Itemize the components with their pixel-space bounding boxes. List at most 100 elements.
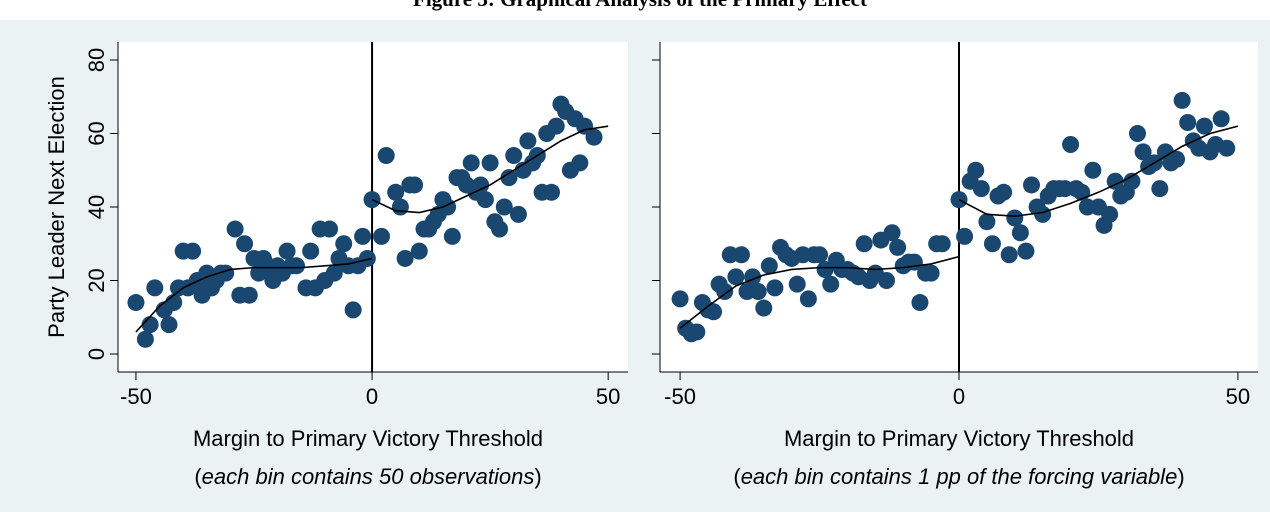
note-part: (	[733, 464, 741, 489]
point	[1084, 161, 1102, 179]
point	[688, 323, 706, 341]
point	[377, 147, 395, 165]
point	[1212, 110, 1230, 128]
point	[766, 279, 784, 297]
point	[184, 242, 202, 260]
point	[495, 198, 513, 216]
point	[811, 246, 829, 264]
point	[1106, 172, 1124, 190]
point	[146, 279, 164, 297]
x-axis-note: (each bin contains 50 observations)	[194, 464, 541, 489]
note-part: )	[534, 464, 541, 489]
y-tick-label: 20	[84, 268, 109, 292]
point	[1179, 113, 1197, 131]
point	[716, 283, 734, 301]
point	[391, 198, 409, 216]
point	[354, 227, 372, 245]
point	[755, 299, 773, 317]
point	[325, 264, 343, 282]
point	[288, 257, 305, 275]
point	[491, 220, 509, 238]
point	[335, 235, 353, 253]
point	[1123, 172, 1141, 190]
point	[799, 290, 817, 308]
point	[505, 147, 523, 165]
point	[877, 271, 895, 289]
note-part: each bin contains 50 observations	[202, 464, 535, 489]
point	[883, 224, 901, 242]
y-tick-label: 80	[84, 48, 109, 72]
point	[978, 213, 996, 231]
point	[509, 205, 527, 223]
point	[410, 242, 428, 260]
point	[1168, 150, 1186, 168]
point	[1195, 117, 1213, 135]
point	[1017, 242, 1035, 260]
x-axis-note: (each bin contains 1 pp of the forcing v…	[733, 464, 1184, 489]
point	[160, 316, 178, 334]
point	[1101, 205, 1119, 223]
point	[344, 301, 362, 319]
point	[933, 235, 951, 253]
x-axis-title: Margin to Primary Victory Threshold	[193, 426, 543, 451]
point	[983, 235, 1001, 253]
y-tick-label: 60	[84, 121, 109, 145]
point	[1218, 139, 1236, 157]
point	[571, 154, 589, 172]
point	[547, 117, 565, 135]
point	[911, 294, 929, 312]
point	[788, 275, 806, 293]
figure-title: Figure 3: Graphical Analysis of the Prim…	[413, 0, 867, 11]
point	[481, 154, 499, 172]
point	[585, 128, 603, 146]
fit-line	[371, 125, 609, 214]
point	[922, 264, 940, 282]
point	[443, 227, 461, 245]
note-part: each bin contains 1 pp of the forcing va…	[741, 464, 1178, 489]
point	[972, 180, 990, 198]
point	[136, 330, 154, 348]
point	[472, 176, 490, 194]
point	[1000, 246, 1018, 264]
x-tick-label: -50	[120, 384, 152, 409]
note-part: (	[194, 464, 202, 489]
point	[732, 246, 750, 264]
fit-line	[679, 255, 960, 329]
point	[373, 227, 390, 245]
point	[576, 117, 594, 135]
x-tick-label: 0	[953, 384, 965, 409]
point	[1129, 125, 1147, 143]
point	[236, 235, 254, 253]
fit-line	[958, 125, 1239, 217]
x-tick-label: -50	[664, 384, 696, 409]
point	[543, 183, 560, 201]
point	[462, 154, 480, 172]
point	[1134, 143, 1152, 161]
x-tick-label: 50	[1226, 384, 1250, 409]
point	[889, 238, 907, 256]
point	[855, 235, 873, 253]
point	[240, 286, 258, 304]
point	[358, 249, 376, 267]
point	[141, 316, 159, 334]
point	[396, 249, 414, 267]
y-axis-title: Party Leader Next Election	[44, 76, 69, 338]
point	[1151, 180, 1169, 198]
point	[671, 290, 689, 308]
point	[500, 169, 518, 187]
point	[226, 220, 244, 238]
point	[1034, 205, 1052, 223]
fit-line	[135, 257, 373, 333]
x-axis-title: Margin to Primary Victory Threshold	[784, 426, 1134, 451]
point	[406, 176, 424, 194]
point	[165, 294, 183, 312]
point	[519, 132, 537, 150]
point	[1062, 136, 1080, 154]
point	[127, 294, 145, 312]
point	[1023, 176, 1041, 194]
point	[967, 161, 985, 179]
x-tick-label: 50	[596, 384, 620, 409]
y-tick-label: 40	[84, 195, 109, 219]
point	[1173, 91, 1191, 109]
